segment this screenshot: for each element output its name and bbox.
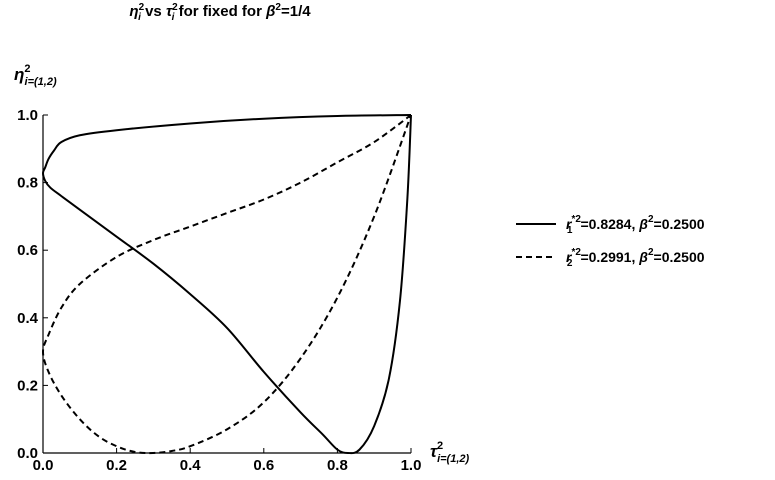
x-axis-label: τ2 i=(1,2)	[430, 440, 470, 465]
y-tick-label: 0.8	[17, 175, 38, 192]
legend-label-series-2: r*2 2 =0.2991, β2=0.2500	[566, 247, 705, 269]
y-tick-label: 1.0	[17, 107, 38, 124]
x-tick-label: 0.6	[253, 457, 274, 474]
axis-ticks: 0.0 0.2 0.4 0.6 0.8 1.0 0.0 0.2 0.4 0.6 0.8 1.0	[17, 107, 421, 474]
y-tick-label: 0.2	[17, 377, 38, 394]
plot-area	[42, 114, 412, 455]
x-tick-label: 0.2	[106, 457, 127, 474]
x-tick-label: 0.4	[180, 457, 202, 474]
series-2-line	[42, 114, 412, 455]
x-tick-label: 1.0	[401, 457, 422, 474]
chart-title: η2 i vs τ2 i for fixed for β2=1/4	[129, 2, 311, 23]
y-tick-label: 0.4	[17, 310, 39, 327]
series-1-line	[42, 114, 412, 455]
y-axis-label: η2 i=(1,2)	[14, 63, 57, 88]
legend: r*2 1 =0.8284, β2=0.2500 r*2 2 =0.2991, β2=0…	[516, 214, 705, 269]
y-tick-label: 0.0	[17, 445, 38, 462]
x-tick-label: 0.0	[33, 457, 54, 474]
legend-label-series-1: r*2 1 =0.8284, β2=0.2500	[566, 214, 705, 236]
x-tick-label: 0.8	[327, 457, 348, 474]
y-tick-label: 0.6	[17, 242, 38, 259]
